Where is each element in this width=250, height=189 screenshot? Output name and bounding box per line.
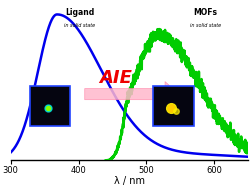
FancyArrowPatch shape — [84, 82, 178, 107]
Text: in solid state: in solid state — [64, 23, 95, 28]
Text: Ligand: Ligand — [65, 8, 94, 16]
X-axis label: λ / nm: λ / nm — [114, 176, 144, 186]
Text: AIE: AIE — [98, 69, 131, 87]
Text: in solid state: in solid state — [189, 23, 220, 28]
Text: MOFs: MOFs — [193, 8, 216, 16]
Bar — [30, 86, 70, 126]
Bar — [152, 86, 193, 126]
